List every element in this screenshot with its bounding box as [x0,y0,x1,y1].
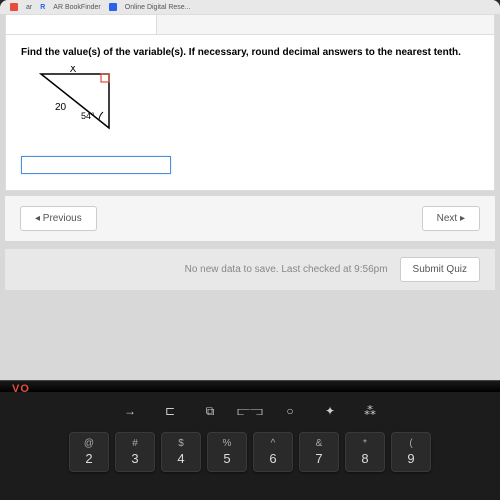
next-button[interactable]: Next ▸ [422,206,480,231]
num-key-5: %5 [207,432,247,472]
fn-key: ✦ [317,400,343,422]
laptop-hinge [0,380,500,392]
save-status: No new data to save. Last checked at 9:5… [185,264,388,275]
tab-favicon-3 [109,3,117,11]
label-angle: 54° [81,111,95,121]
quiz-header [6,15,494,35]
tab-label-3[interactable]: Online Digital Rese... [125,4,191,11]
number-row: @2#3$4%5^6&7*8(9 [15,432,485,472]
fn-key: ⊏ [157,400,183,422]
fn-key: ⫍⫎ [237,400,263,422]
browser-tabs: ar R AR BookFinder Online Digital Rese..… [0,0,500,14]
num-key-2: @2 [69,432,109,472]
tab-favicon-1 [10,3,18,11]
num-key-6: ^6 [253,432,293,472]
tab-label-1[interactable]: ar [26,4,32,11]
nav-row: ◂ Previous Next ▸ [5,196,495,241]
previous-button[interactable]: ◂ Previous [20,206,97,231]
tab-label-2[interactable]: AR BookFinder [53,4,100,11]
question-area: Find the value(s) of the variable(s). If… [6,35,494,190]
label-x: X [70,66,77,75]
num-key-8: *8 [345,432,385,472]
question-text: Find the value(s) of the variable(s). If… [21,47,479,58]
quiz-card: Find the value(s) of the variable(s). If… [5,14,495,191]
num-key-9: (9 [391,432,431,472]
fn-key: ⧉ [197,400,223,422]
screen: ar R AR BookFinder Online Digital Rese..… [0,0,500,380]
fn-key: → [117,400,143,422]
num-key-3: #3 [115,432,155,472]
label-hyp: 20 [55,102,67,113]
keyboard: → ⊏ ⧉ ⫍⫎ ○ ✦ ⁂ @2#3$4%5^6&7*8(9 [0,392,500,500]
fn-key: ⁂ [357,400,383,422]
fn-key: ○ [277,400,303,422]
answer-input[interactable] [21,156,171,174]
triangle-figure: X 20 54° [31,66,121,141]
footer-bar: No new data to save. Last checked at 9:5… [5,249,495,290]
function-row: → ⊏ ⧉ ⫍⫎ ○ ✦ ⁂ [15,400,485,422]
tab-favicon-2: R [40,4,45,11]
num-key-7: &7 [299,432,339,472]
num-key-4: $4 [161,432,201,472]
submit-quiz-button[interactable]: Submit Quiz [400,257,480,282]
laptop-brand: VO [12,383,30,395]
